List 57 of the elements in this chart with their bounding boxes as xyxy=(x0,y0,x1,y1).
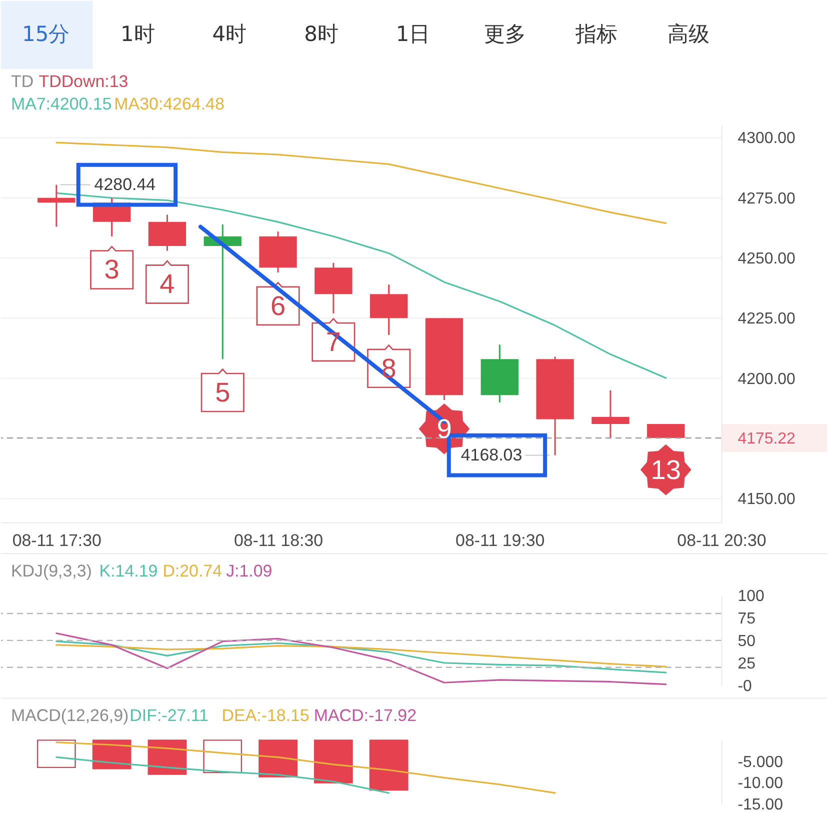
candlestick xyxy=(592,390,630,440)
x-tick-label: 08-11 19:30 xyxy=(456,531,545,550)
chart-subtitle: TDDown:13 xyxy=(38,72,128,91)
y-tick-label: -15.00 xyxy=(738,796,784,814)
line-series xyxy=(56,640,667,674)
text: 8时 xyxy=(304,22,338,46)
y-tick-label: 25 xyxy=(738,655,756,672)
y-tick-label: 4250.00 xyxy=(738,250,796,268)
chart-title: KDJ(9,3,3) xyxy=(10,562,92,581)
x-tick-label: 08-11 17:30 xyxy=(12,531,102,550)
annotation: 4280.44 xyxy=(94,174,156,194)
y-tick-label: 4275.00 xyxy=(738,190,796,208)
x-tick-label: 08-11 20:30 xyxy=(677,531,766,550)
y-tick-label: 4225.00 xyxy=(738,310,796,328)
text: 更多 xyxy=(484,22,526,46)
y-tick-label: 4300.00 xyxy=(738,130,796,148)
line-series xyxy=(56,644,667,668)
series-label: MA30:4264.48 xyxy=(114,94,224,114)
text: MA7:4200.15 xyxy=(10,94,112,114)
text: J:1.09 xyxy=(226,562,272,581)
line-series xyxy=(56,742,556,794)
text: 高级 xyxy=(667,22,710,46)
annotation: 4 xyxy=(160,268,175,300)
line-series xyxy=(56,142,667,224)
annotation: 3 xyxy=(104,254,120,285)
text: 1时 xyxy=(120,22,155,46)
text: 15分 xyxy=(22,22,70,46)
y-tick-label: 4200.00 xyxy=(738,370,796,388)
annotation: 7 xyxy=(326,326,341,357)
annotation: 9 xyxy=(436,412,452,444)
text: K:14.19 xyxy=(99,562,158,581)
y-tick-label: 100 xyxy=(738,588,764,606)
line-series xyxy=(56,756,390,794)
y-tick-label: 75 xyxy=(738,610,756,628)
series-label: DEA:-18.15 xyxy=(222,706,310,726)
x-tick-label: 08-11 18:30 xyxy=(234,531,324,550)
text: 4时 xyxy=(212,22,247,46)
annotation: 6 xyxy=(270,290,286,321)
annotation: 5 xyxy=(215,376,230,408)
y-tick-label: 4150.00 xyxy=(738,491,796,508)
text: 1日 xyxy=(396,22,430,46)
annotation: 13 xyxy=(650,454,681,485)
y-tick-label: 50 xyxy=(738,632,756,650)
series-label: MACD:-17.92 xyxy=(314,706,417,726)
chart-title: TD xyxy=(10,72,34,91)
chart-title: MACD(12,26,9) xyxy=(10,706,129,726)
text: 指标 xyxy=(574,22,618,46)
y-tick-label: -5.000 xyxy=(738,754,784,771)
annotation: 4168.03 xyxy=(460,445,522,464)
line-series xyxy=(56,192,667,379)
ref-line-label: 4175.22 xyxy=(738,430,796,448)
line-series xyxy=(56,632,667,686)
text: D:20.74 xyxy=(162,562,222,581)
text: DIF:-27.11 xyxy=(130,706,208,726)
y-tick-label: -0 xyxy=(738,678,752,695)
y-tick-label: -10.00 xyxy=(738,775,784,792)
annotation: 8 xyxy=(381,352,396,384)
